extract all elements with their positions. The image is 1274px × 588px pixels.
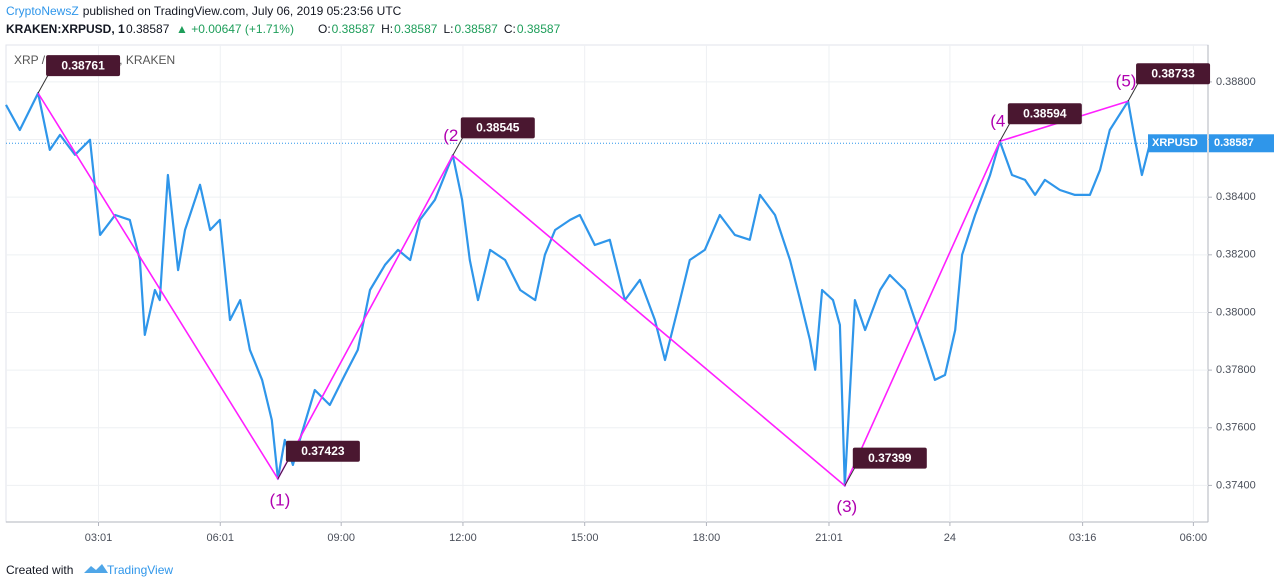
last-price-name: XRPUSD	[1152, 137, 1198, 149]
y-tick-label: 0.37800	[1216, 364, 1256, 376]
author: CryptoNewsZ	[6, 4, 79, 18]
label-leader	[999, 123, 1011, 142]
wave-label: (1)	[270, 490, 291, 509]
published: published on TradingView.com, July 06, 2…	[83, 4, 402, 18]
x-tick-label: 03:01	[85, 532, 113, 544]
x-tick-label: 03:16	[1069, 532, 1097, 544]
price-box	[1136, 63, 1211, 85]
symbol: KRAKEN:XRPUSD, 1	[6, 22, 125, 36]
price-box	[1007, 103, 1082, 125]
x-tick-label: 15:00	[571, 532, 599, 544]
ohlc-value: 0.38587	[394, 22, 438, 36]
footer-created: Created with	[6, 563, 73, 577]
ohlc-key: O:	[318, 22, 331, 36]
x-tick-label: 24	[944, 532, 956, 544]
price-box	[285, 440, 360, 462]
y-tick-label: 0.37400	[1216, 479, 1256, 491]
wave-line	[37, 92, 1129, 487]
x-tick-label: 21:01	[815, 532, 843, 544]
y-tick-label: 0.38400	[1216, 191, 1256, 203]
ohlc-value: 0.38587	[332, 22, 376, 36]
logo	[84, 564, 108, 573]
x-tick-label: 06:00	[1180, 532, 1208, 544]
price: 0.38587	[126, 22, 170, 36]
label-leader	[452, 137, 464, 156]
wave-label: (3)	[836, 497, 857, 516]
wave-label: (5)	[1116, 72, 1137, 91]
price-box	[46, 55, 121, 77]
price-box-label: 0.38594	[1023, 106, 1067, 120]
footer-brand: TradingView	[107, 563, 173, 577]
label-leader	[37, 74, 49, 94]
ohlc-value: 0.38587	[454, 22, 498, 36]
price-box-label: 0.38761	[61, 58, 105, 72]
label-leader	[1127, 82, 1139, 102]
price-box-label: 0.37399	[868, 451, 912, 465]
x-tick-label: 06:01	[207, 532, 235, 544]
price-line	[5, 92, 1152, 487]
last-name-box	[1148, 134, 1207, 153]
ohlc-key: C:	[504, 22, 516, 36]
price-box-label: 0.37423	[301, 444, 345, 458]
wave-label: (2	[443, 126, 458, 145]
change: ▲ +0.00647 (+1.71%)	[176, 22, 294, 36]
wave-label: (4	[990, 112, 1005, 131]
y-tick-label: 0.38000	[1216, 306, 1256, 318]
last-price-box	[1209, 134, 1274, 153]
price-box	[852, 447, 927, 469]
ohlc-value: 0.38587	[517, 22, 561, 36]
y-tick-label: 0.38200	[1216, 249, 1256, 261]
x-tick-label: 12:00	[449, 532, 477, 544]
x-tick-label: 18:00	[693, 532, 721, 544]
price-box-label: 0.38545	[476, 121, 520, 135]
y-tick-label: 0.38800	[1216, 76, 1256, 88]
price-box	[460, 117, 535, 139]
ohlc-key: H:	[381, 22, 393, 36]
x-tick-label: 09:00	[327, 532, 355, 544]
y-tick-label: 0.37600	[1216, 422, 1256, 434]
last-price-value: 0.38587	[1214, 137, 1254, 149]
price-box-label: 0.38733	[1151, 66, 1195, 80]
label-leader	[844, 467, 856, 486]
ohlc-key: L:	[443, 22, 453, 36]
label-leader	[277, 460, 289, 480]
